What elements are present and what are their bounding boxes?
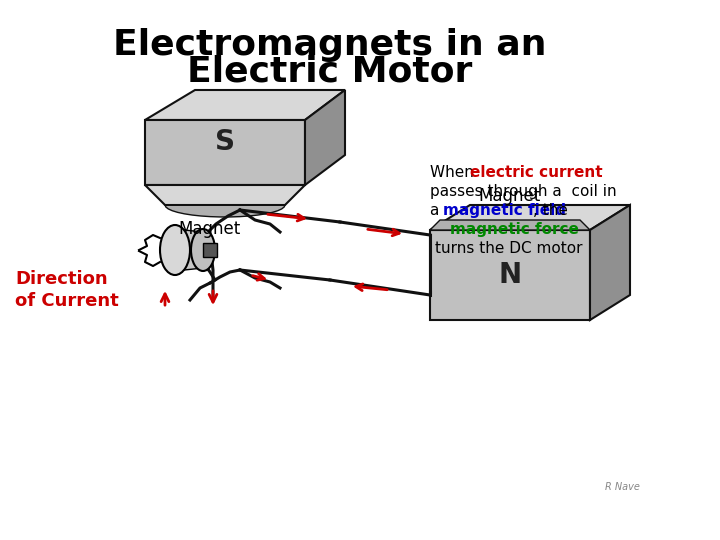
Polygon shape xyxy=(175,229,203,271)
Text: a: a xyxy=(430,203,444,218)
Text: When: When xyxy=(430,165,479,180)
Text: , the: , the xyxy=(533,203,568,218)
Text: Electric Motor: Electric Motor xyxy=(187,55,473,89)
Text: magnetic field: magnetic field xyxy=(443,203,566,218)
Text: turns the DC motor: turns the DC motor xyxy=(435,241,582,256)
Polygon shape xyxy=(430,205,630,230)
Text: R Nave: R Nave xyxy=(605,482,640,492)
Polygon shape xyxy=(145,90,345,120)
Text: S: S xyxy=(215,128,235,156)
Text: N: N xyxy=(498,261,521,289)
Text: Direction
of Current: Direction of Current xyxy=(15,270,119,310)
Text: Magnet: Magnet xyxy=(479,187,541,205)
Polygon shape xyxy=(145,185,305,205)
Text: Magnet: Magnet xyxy=(179,220,241,238)
Text: Electromagnets in an: Electromagnets in an xyxy=(113,28,546,62)
Polygon shape xyxy=(590,205,630,320)
Ellipse shape xyxy=(191,229,215,271)
Text: magnetic force: magnetic force xyxy=(450,222,579,237)
Text: passes through a  coil in: passes through a coil in xyxy=(430,184,616,199)
Ellipse shape xyxy=(160,225,190,275)
Polygon shape xyxy=(430,230,590,320)
FancyBboxPatch shape xyxy=(203,243,217,257)
Polygon shape xyxy=(430,220,590,230)
Text: electric current: electric current xyxy=(470,165,603,180)
Polygon shape xyxy=(305,90,345,185)
Polygon shape xyxy=(145,120,305,185)
Polygon shape xyxy=(165,205,285,217)
